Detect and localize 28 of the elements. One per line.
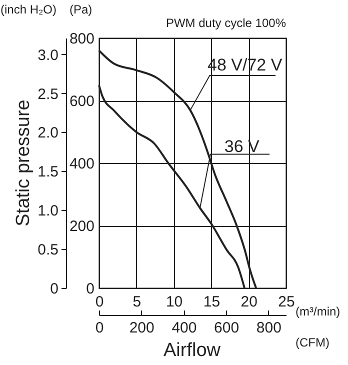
x-tick-label: 5 [132,294,142,310]
x2-tick-label: 800 [256,320,282,336]
y-tick-label: 400 [69,156,94,172]
y2-tick-label: 0 [50,280,58,298]
chart-title: PWM duty cycle 100% [166,16,286,30]
y2-tick-label: 3.0 [38,46,58,64]
y-axis-title: (Pa) [70,2,92,16]
x-tick-label: 25 [278,294,295,310]
y2-tick-label: 1.0 [38,202,58,220]
x-tick-label: 20 [240,294,258,310]
x2-axis-title: (CFM) [296,336,330,350]
y-tick-label: 600 [69,93,94,110]
y2-tick-label: 1.5 [38,164,58,181]
y-tick-label: 800 [69,30,94,48]
text: Static pressure [13,100,34,226]
y-tick-label: 0 [86,280,94,298]
x-tick-label: 15 [203,294,220,310]
text: Airflow [163,340,221,361]
x-axis-title: (m³/min) [296,304,340,318]
x2-tick-label: 200 [129,320,154,336]
x-tick-label: 10 [166,294,183,310]
x2-tick-label: 600 [214,320,240,336]
y2-tick-label: 0.5 [38,242,58,259]
x2-tick-label: 400 [172,320,197,336]
y2-tick-label: 2.5 [38,86,58,103]
y-tick-label: 200 [69,218,94,235]
y2-axis-title: (inch H₂O) [0,2,56,16]
y2-tick-label: 2.0 [38,124,58,142]
